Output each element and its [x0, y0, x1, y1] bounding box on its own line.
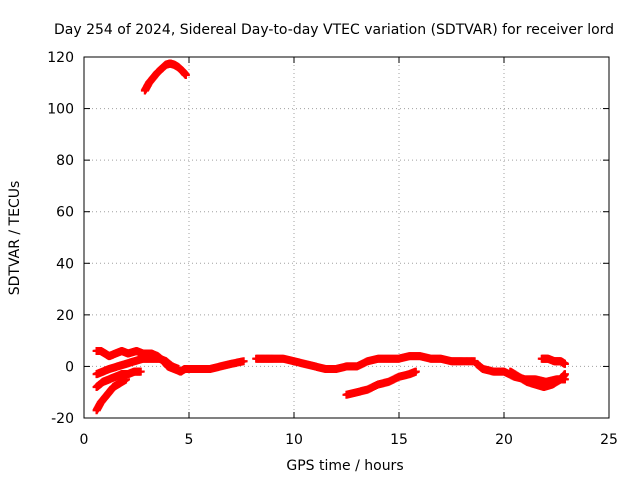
axis-ticks: -20 0 20 40 60 80 100 120 0 5 10 15 20 25 — [47, 50, 618, 448]
y-tick-label: 120 — [47, 50, 74, 66]
x-tick-label: 10 — [285, 432, 303, 448]
y-tick-label: 20 — [56, 308, 74, 324]
y-tick-label: -20 — [51, 411, 74, 427]
data-markers — [92, 59, 569, 415]
y-tick-label: 100 — [47, 102, 74, 118]
y-axis-label: SDTVAR / TECUs — [7, 181, 23, 296]
y-tick-label: 0 — [65, 359, 74, 375]
data-point — [181, 71, 190, 80]
x-tick-label: 25 — [600, 432, 618, 448]
data-point — [411, 367, 420, 376]
data-point — [122, 375, 130, 384]
y-tick-label: 40 — [56, 256, 74, 272]
y-tick-label: 60 — [56, 205, 74, 221]
x-tick-label: 15 — [390, 432, 408, 448]
data-point — [239, 357, 248, 366]
data-point — [174, 365, 183, 374]
data-series-arc-6 — [252, 352, 479, 374]
data-point — [560, 359, 569, 368]
plot-frame — [83, 56, 610, 419]
data-series-arc-5 — [92, 375, 130, 415]
chart-title: Day 254 of 2024, Sidereal Day-to-day VTE… — [54, 22, 614, 38]
data-point — [560, 370, 569, 379]
x-tick-label: 5 — [185, 432, 194, 448]
data-series-arc-7 — [342, 367, 420, 399]
x-tick-label: 20 — [495, 432, 513, 448]
x-axis-label: GPS time / hours — [286, 458, 403, 474]
data-point — [136, 367, 145, 376]
data-series-arc-10 — [537, 354, 569, 368]
data-series-arc-1 — [140, 59, 190, 95]
y-tick-label: 80 — [56, 153, 74, 169]
data-series-arc-9 — [506, 367, 569, 392]
data-series-arc-3 — [92, 354, 183, 379]
data-series-arc-4 — [92, 367, 145, 392]
x-tick-label: 0 — [80, 432, 89, 448]
